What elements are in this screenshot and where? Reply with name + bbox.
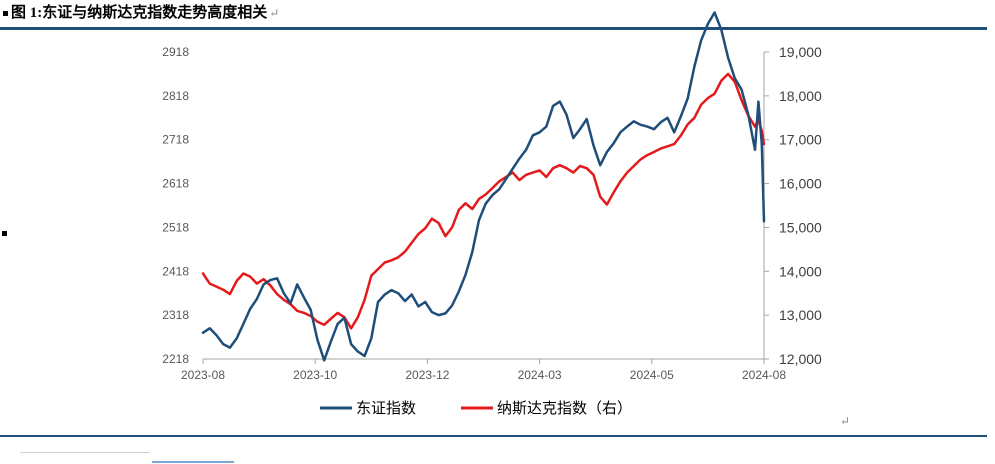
footer-line bbox=[20, 452, 150, 453]
right-tick-label: 19,000 bbox=[779, 44, 822, 60]
legend-label-tse: 东证指数 bbox=[356, 399, 416, 417]
caption-text: 图 1:东证与纳斯达克指数走势高度相关 bbox=[11, 5, 268, 21]
left-tick-label: 2718 bbox=[162, 133, 189, 147]
right-tick-label: 17,000 bbox=[779, 132, 822, 148]
bottom-rule bbox=[0, 435, 987, 437]
right-tick-label: 13,000 bbox=[779, 307, 822, 323]
right-tick-label: 14,000 bbox=[779, 263, 822, 279]
left-tick-label: 2918 bbox=[162, 45, 189, 59]
series-line-tse bbox=[201, 11, 766, 362]
top-rule bbox=[0, 27, 987, 30]
x-tick-label: 2023-08 bbox=[181, 368, 225, 382]
right-tick-label: 15,000 bbox=[779, 219, 822, 235]
x-tick-label: 2024-08 bbox=[742, 368, 786, 382]
footer-accent-line bbox=[152, 461, 234, 463]
figure-caption: 图 1:东证与纳斯达克指数走势高度相关 ↵ bbox=[3, 3, 279, 23]
legend: 东证指数 纳斯达克指数（右） bbox=[320, 399, 632, 417]
right-axis: 12,000 13,000 14,000 15,000 16,000 17,000 18,0… bbox=[763, 44, 822, 367]
right-tick-label: 12,000 bbox=[779, 351, 822, 367]
return-mark: ↵ bbox=[269, 6, 280, 20]
series-line-nasdaq bbox=[201, 72, 766, 330]
x-tick-label: 2024-03 bbox=[518, 368, 562, 382]
return-mark-bottom: ↵ bbox=[840, 414, 851, 428]
left-tick-label: 2318 bbox=[162, 308, 189, 322]
left-tick-label: 2418 bbox=[162, 264, 189, 278]
x-tick-label: 2023-10 bbox=[293, 368, 337, 382]
left-axis: 2218 2318 2418 2518 2618 2718 2818 2918 bbox=[162, 45, 189, 366]
side-bullet bbox=[2, 231, 7, 236]
series-layer bbox=[201, 11, 766, 362]
left-tick-label: 2218 bbox=[162, 352, 189, 366]
x-tick-label: 2024-05 bbox=[630, 368, 674, 382]
left-tick-label: 2518 bbox=[162, 220, 189, 234]
right-tick-label: 16,000 bbox=[779, 176, 822, 192]
caption-bullet bbox=[3, 11, 8, 17]
x-axis: 2023-08 2023-10 2023-12 2024-03 2024-05 2024-… bbox=[181, 358, 786, 382]
x-tick-label: 2023-12 bbox=[405, 368, 449, 382]
left-tick-label: 2818 bbox=[162, 89, 189, 103]
left-tick-label: 2618 bbox=[162, 177, 189, 191]
right-tick-label: 18,000 bbox=[779, 88, 822, 104]
legend-label-nasdaq: 纳斯达克指数（右） bbox=[497, 399, 632, 417]
